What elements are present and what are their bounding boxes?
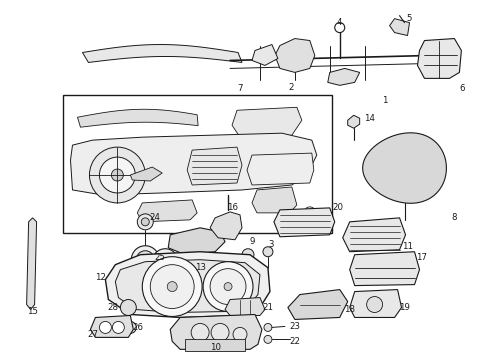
Text: 11: 11: [402, 242, 413, 251]
Polygon shape: [232, 107, 302, 140]
Circle shape: [124, 321, 136, 333]
Text: 7: 7: [237, 84, 243, 93]
Text: 6: 6: [460, 84, 465, 93]
Polygon shape: [115, 260, 260, 312]
Circle shape: [304, 207, 316, 219]
Circle shape: [90, 147, 145, 203]
Text: 8: 8: [452, 213, 457, 222]
Text: 9: 9: [249, 237, 255, 246]
Text: 2: 2: [288, 83, 294, 92]
Circle shape: [157, 254, 173, 270]
Circle shape: [121, 270, 136, 285]
Circle shape: [112, 321, 124, 333]
Circle shape: [191, 323, 209, 341]
Polygon shape: [417, 39, 462, 78]
Polygon shape: [168, 228, 225, 255]
Circle shape: [203, 262, 253, 311]
Text: 22: 22: [290, 337, 300, 346]
Circle shape: [150, 265, 194, 309]
Circle shape: [141, 218, 149, 226]
Polygon shape: [252, 45, 278, 66]
Polygon shape: [274, 208, 335, 237]
Text: 12: 12: [95, 273, 106, 282]
Polygon shape: [350, 252, 419, 285]
Circle shape: [224, 283, 232, 291]
Text: 15: 15: [27, 307, 38, 316]
Text: 20: 20: [332, 203, 343, 212]
Circle shape: [111, 169, 123, 181]
Circle shape: [263, 247, 273, 257]
Text: 18: 18: [344, 305, 355, 314]
Polygon shape: [130, 167, 162, 181]
Text: 19: 19: [399, 303, 410, 312]
Polygon shape: [91, 315, 133, 337]
Polygon shape: [210, 212, 242, 240]
Polygon shape: [77, 109, 198, 127]
Circle shape: [211, 323, 229, 341]
Polygon shape: [247, 153, 314, 185]
Text: 21: 21: [263, 303, 273, 312]
Polygon shape: [348, 115, 360, 128]
Circle shape: [335, 23, 345, 32]
Circle shape: [142, 257, 202, 316]
Polygon shape: [225, 298, 265, 315]
Circle shape: [136, 251, 154, 269]
Polygon shape: [71, 133, 317, 195]
Bar: [185, 339, 245, 351]
Text: 3: 3: [268, 240, 274, 249]
Polygon shape: [252, 187, 297, 213]
Circle shape: [99, 321, 111, 333]
Circle shape: [99, 157, 135, 193]
Polygon shape: [275, 39, 315, 72]
Circle shape: [167, 282, 177, 292]
Circle shape: [121, 300, 136, 315]
Text: 13: 13: [195, 263, 206, 272]
Circle shape: [114, 264, 142, 292]
Text: 27: 27: [87, 330, 98, 339]
Text: 25: 25: [155, 253, 166, 262]
Text: 4: 4: [337, 18, 343, 27]
Text: 28: 28: [107, 303, 118, 312]
Polygon shape: [288, 289, 348, 319]
Text: 1: 1: [382, 96, 388, 105]
Polygon shape: [390, 19, 410, 36]
Text: 16: 16: [226, 203, 238, 212]
Text: 5: 5: [407, 14, 412, 23]
Text: 10: 10: [210, 343, 220, 352]
Text: 23: 23: [290, 322, 300, 331]
Polygon shape: [82, 45, 242, 62]
Text: 24: 24: [150, 213, 161, 222]
Circle shape: [152, 249, 178, 275]
Polygon shape: [105, 252, 270, 318]
Polygon shape: [187, 147, 242, 185]
Circle shape: [264, 336, 272, 343]
Circle shape: [137, 214, 153, 230]
Circle shape: [367, 297, 383, 312]
Circle shape: [112, 319, 124, 332]
Polygon shape: [363, 133, 446, 203]
Circle shape: [264, 323, 272, 332]
Polygon shape: [26, 218, 37, 310]
Polygon shape: [137, 200, 197, 222]
Circle shape: [242, 249, 254, 261]
Circle shape: [233, 328, 247, 341]
Text: 26: 26: [133, 323, 144, 332]
Bar: [63, 95, 332, 233]
Polygon shape: [343, 218, 406, 252]
Polygon shape: [350, 289, 401, 318]
Polygon shape: [328, 68, 360, 85]
Text: 17: 17: [416, 253, 427, 262]
Circle shape: [131, 246, 159, 274]
Text: 14: 14: [364, 114, 375, 123]
Circle shape: [210, 269, 246, 305]
Polygon shape: [170, 315, 262, 349]
